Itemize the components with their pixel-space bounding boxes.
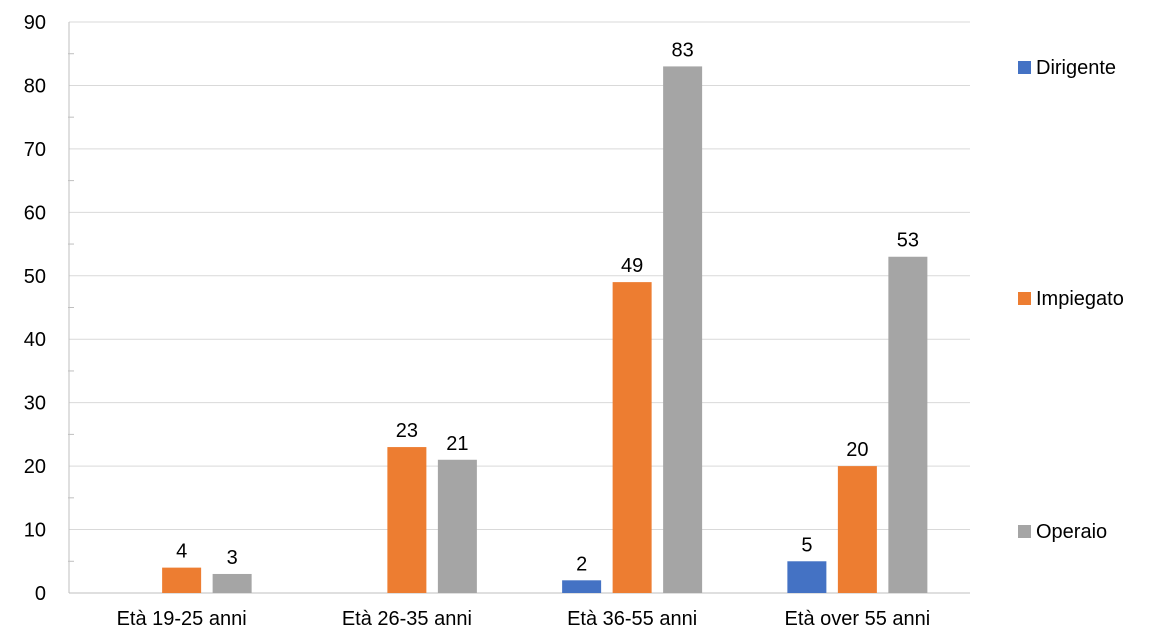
bar-impiegato xyxy=(612,282,652,593)
legend-swatch xyxy=(1018,525,1031,538)
y-tick-label: 10 xyxy=(24,520,46,542)
y-tick-label: 0 xyxy=(35,583,46,605)
data-label: 21 xyxy=(446,433,468,455)
x-tick-label: Età 36-55 anni xyxy=(567,608,697,630)
bar-operaio xyxy=(888,256,928,593)
data-label: 53 xyxy=(897,230,919,252)
data-label: 20 xyxy=(846,439,868,461)
bar-operaio xyxy=(663,66,703,593)
data-label: 23 xyxy=(396,420,418,442)
bar-operaio xyxy=(212,573,252,593)
bar-dirigente xyxy=(562,580,602,593)
data-label: 49 xyxy=(621,255,643,277)
legend-label: Impiegato xyxy=(1036,288,1124,310)
bars xyxy=(162,66,928,593)
bar-operaio xyxy=(437,459,477,593)
y-tick-label: 90 xyxy=(24,12,46,34)
y-tick-label: 50 xyxy=(24,266,46,288)
legend-label: Dirigente xyxy=(1036,57,1116,79)
gridlines xyxy=(69,21,970,531)
data-label: 4 xyxy=(176,541,187,563)
y-tick-label: 70 xyxy=(24,139,46,161)
data-label: 2 xyxy=(576,553,587,575)
y-tick-label: 40 xyxy=(24,329,46,351)
x-tick-label: Età 19-25 anni xyxy=(117,608,247,630)
bar-impiegato xyxy=(837,466,877,593)
y-tick-label: 30 xyxy=(24,393,46,415)
data-labels: 4 3 23 21 2 49 83 5 20 53 xyxy=(176,39,919,575)
bar-impiegato xyxy=(387,447,427,593)
bar-dirigente xyxy=(787,561,827,593)
legend-label: Operaio xyxy=(1036,521,1107,543)
x-tick-label: Età over 55 anni xyxy=(785,608,931,630)
legend-swatch xyxy=(1018,292,1031,305)
y-tick-label: 60 xyxy=(24,202,46,224)
legend-swatch xyxy=(1018,61,1031,74)
data-label: 83 xyxy=(672,39,694,61)
data-label: 3 xyxy=(227,547,238,569)
y-tick-label: 20 xyxy=(24,456,46,478)
legend: Dirigente Impiegato Operaio xyxy=(1018,57,1124,543)
bar-impiegato xyxy=(162,567,202,593)
axes: 0 10 20 30 40 50 60 70 80 90 Età 19-25 anni Età 26-… xyxy=(24,12,970,630)
data-label: 5 xyxy=(801,534,812,556)
x-tick-label: Età 26-35 anni xyxy=(342,608,472,630)
y-tick-label: 80 xyxy=(24,75,46,97)
